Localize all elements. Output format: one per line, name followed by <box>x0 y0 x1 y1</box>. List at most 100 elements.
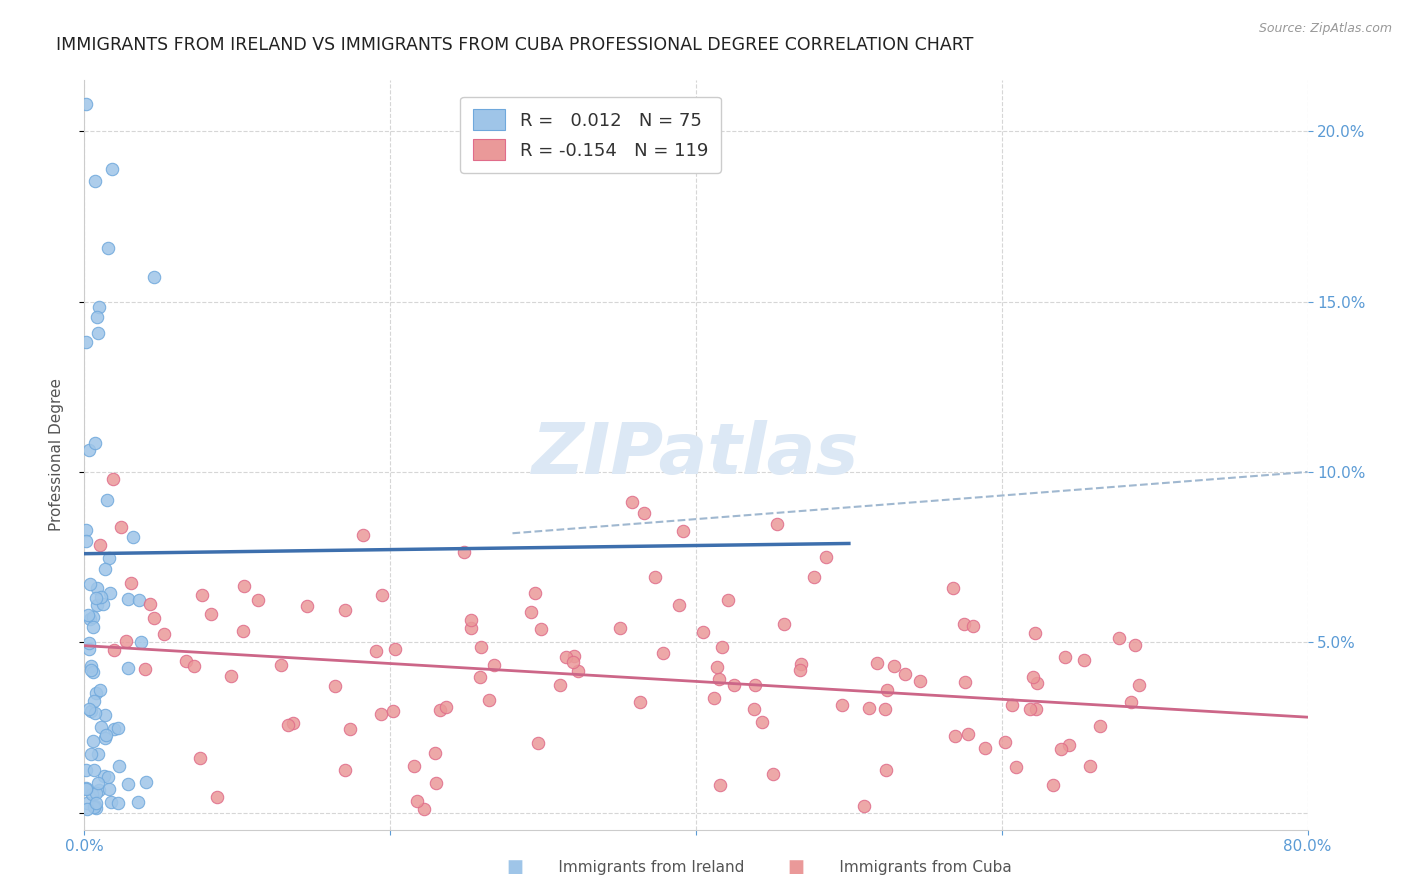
Point <box>90 720 112 734</box>
Point <box>122 530 145 544</box>
Point <box>707 673 730 687</box>
Point <box>866 657 889 671</box>
Point <box>77 641 100 656</box>
Point <box>82 665 104 680</box>
Point <box>370 707 392 722</box>
Point <box>233 579 256 593</box>
Point <box>91 597 114 611</box>
Point <box>103 472 125 486</box>
Point <box>75 97 97 112</box>
Point <box>86 598 108 612</box>
Point <box>908 673 931 688</box>
Point <box>89 538 111 552</box>
Point <box>1018 702 1040 716</box>
Point <box>83 694 105 708</box>
Point <box>1088 719 1111 733</box>
Point <box>75 523 97 537</box>
Point <box>77 702 100 716</box>
Point <box>120 575 142 590</box>
Point <box>652 646 675 660</box>
Point <box>831 698 853 713</box>
Point <box>523 586 546 600</box>
Text: IMMIGRANTS FROM IRELAND VS IMMIGRANTS FROM CUBA PROFESSIONAL DEGREE CORRELATION : IMMIGRANTS FROM IRELAND VS IMMIGRANTS FR… <box>56 36 973 54</box>
Point <box>79 576 101 591</box>
Point <box>716 593 738 607</box>
Y-axis label: Professional Degree: Professional Degree <box>49 378 63 532</box>
Point <box>93 731 115 745</box>
Point <box>200 607 222 622</box>
Point <box>875 763 897 777</box>
Point <box>247 593 270 607</box>
Point <box>98 551 121 566</box>
Point <box>84 174 107 188</box>
Point <box>555 650 578 665</box>
Point <box>706 660 728 674</box>
Point <box>82 787 104 801</box>
Point <box>107 721 129 735</box>
Point <box>333 764 356 778</box>
Point <box>876 683 898 698</box>
Point <box>703 691 725 706</box>
Point <box>460 613 482 627</box>
Point <box>772 617 794 632</box>
Point <box>1025 701 1047 715</box>
Point <box>84 796 107 810</box>
Point <box>80 704 103 718</box>
Point <box>858 701 880 715</box>
Point <box>174 654 197 668</box>
Text: ZIPatlas: ZIPatlas <box>533 420 859 490</box>
Point <box>803 569 825 583</box>
Point <box>86 582 108 596</box>
Point <box>128 593 150 607</box>
Point <box>709 778 731 792</box>
Point <box>962 619 984 633</box>
Point <box>83 706 105 720</box>
Point <box>1059 738 1081 752</box>
Point <box>382 704 405 718</box>
Point <box>323 679 346 693</box>
Point <box>527 735 550 749</box>
Point <box>84 799 107 814</box>
Point <box>956 727 979 741</box>
Point <box>97 241 120 255</box>
Text: ■: ■ <box>506 858 523 876</box>
Point <box>98 586 121 600</box>
Point <box>1078 759 1101 773</box>
Point <box>83 800 105 814</box>
Point <box>103 643 125 657</box>
Point <box>89 682 111 697</box>
Point <box>567 664 589 678</box>
Point <box>406 794 429 808</box>
Point <box>232 624 254 638</box>
Point <box>853 799 876 814</box>
Point <box>894 667 917 681</box>
Point <box>789 663 811 677</box>
Point <box>1073 653 1095 667</box>
Point <box>548 678 571 692</box>
Point <box>75 335 97 350</box>
Point <box>530 623 553 637</box>
Point <box>75 781 97 796</box>
Point <box>468 669 491 683</box>
Point <box>562 655 585 669</box>
Point <box>277 717 299 731</box>
Point <box>77 442 100 457</box>
Point <box>1005 760 1028 774</box>
Point <box>384 642 406 657</box>
Point <box>82 734 104 748</box>
Point <box>352 528 374 542</box>
Point <box>1108 632 1130 646</box>
Point <box>270 657 292 672</box>
Point <box>87 783 110 797</box>
Point <box>744 701 766 715</box>
Point <box>883 659 905 673</box>
Point <box>482 657 505 672</box>
Point <box>762 767 785 781</box>
Point <box>101 162 124 177</box>
Point <box>135 775 157 789</box>
Point <box>1024 625 1046 640</box>
Point <box>1001 698 1024 712</box>
Point <box>371 588 394 602</box>
Point <box>96 492 118 507</box>
Point <box>84 686 107 700</box>
